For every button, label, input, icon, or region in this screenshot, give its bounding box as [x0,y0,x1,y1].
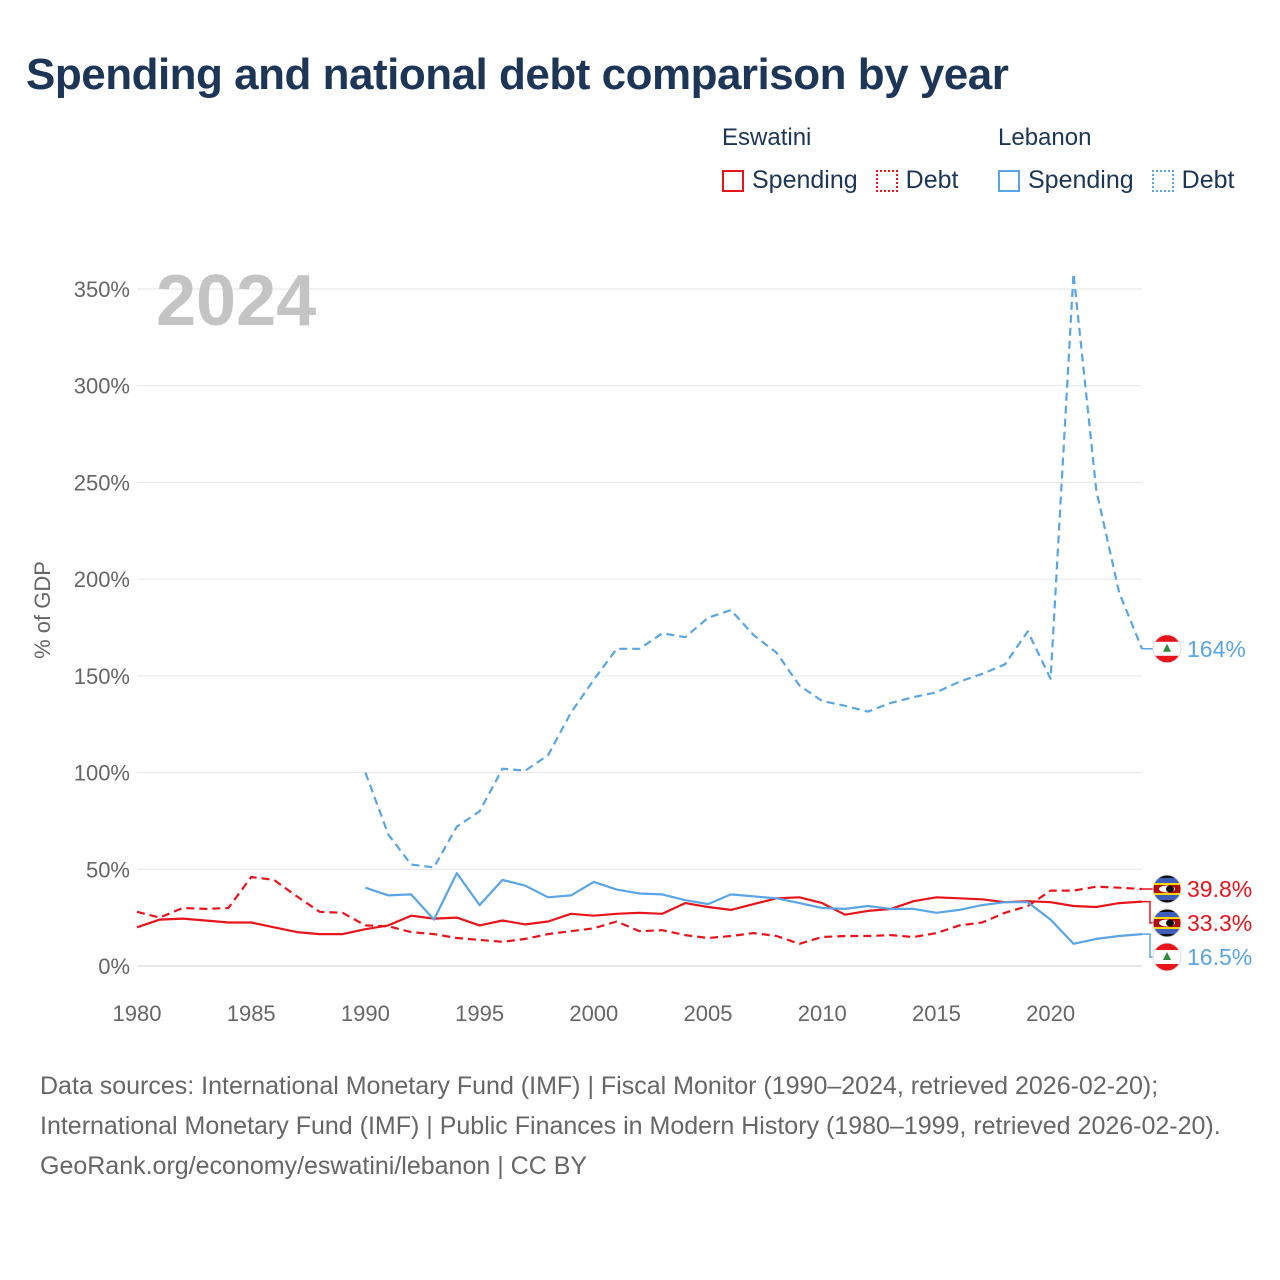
y-tick-label: 250% [74,470,130,495]
legend-country-lebanon: Lebanon [998,124,1092,151]
series-line-lebanon-debt[interactable] [364,272,1144,869]
end-value-label: 39.8% [1187,876,1252,902]
end-value-label: 164% [1187,636,1246,662]
lebanon-flag-icon [1152,942,1182,972]
y-tick-label: 200% [74,567,130,592]
end-label-connector [1142,933,1153,958]
series-line-eswatini-debt[interactable] [136,875,1143,945]
x-tick-label: 2015 [912,1001,961,1026]
legend-label: Debt [1181,166,1235,194]
eswatini-flag-icon [1152,874,1182,904]
credit-link[interactable]: GeoRank.org/economy/eswatini/lebanon | C… [40,1152,588,1180]
legend-eswatini-spending[interactable]: Spending [722,166,858,195]
x-tick-label: 2000 [569,1001,618,1026]
legend-lebanon-spending[interactable]: Spending [998,166,1134,195]
series-line-eswatini-spending[interactable] [136,896,1143,936]
y-tick-label: 150% [74,664,130,689]
legend-label: Spending [1028,166,1134,194]
data-sources: Data sources: International Monetary Fun… [40,1072,1221,1140]
x-tick-label: 2005 [684,1001,733,1026]
y-tick-label: 100% [74,761,130,786]
legend-swatch-solid-blue [998,169,1020,192]
legend-country-eswatini: Eswatini [722,124,812,151]
y-tick-label: 350% [74,277,130,302]
end-label-connector [1142,900,1153,924]
legend-swatch-dotted-blue [1151,169,1174,192]
legend-group-lebanon: Lebanon Spending Debt [998,124,1252,195]
eswatini-flag-icon [1152,908,1182,938]
legend-swatch-solid-red [722,169,744,192]
series-line-lebanon-spending[interactable] [365,872,1143,945]
year-watermark: 2024 [156,261,316,341]
x-tick-label: 1980 [113,1001,162,1026]
legend-eswatini-debt[interactable]: Debt [875,166,959,195]
x-tick-label: 1985 [227,1001,276,1026]
end-value-label: 16.5% [1187,944,1252,970]
legend-group-eswatini: Eswatini Spending Debt [722,124,976,195]
y-tick-label: 300% [74,374,130,399]
end-value-label: 33.3% [1187,910,1252,936]
x-tick-label: 1995 [455,1001,504,1026]
x-tick-label: 2020 [1026,1001,1075,1026]
legend-lebanon-debt[interactable]: Debt [1151,166,1235,195]
x-tick-label: 1990 [341,1001,390,1026]
y-axis-label: % of GDP [30,561,55,659]
y-tick-label: 0% [98,954,130,979]
chart-title: Spending and national debt comparison by… [26,50,1009,99]
footer: Data sources: International Monetary Fun… [40,1066,1240,1186]
y-tick-label: 50% [86,857,130,882]
legend-label: Debt [905,166,959,194]
legend-label: Spending [752,166,858,194]
x-tick-label: 2010 [798,1001,847,1026]
lebanon-flag-icon [1152,634,1182,664]
legend-swatch-dotted-red [875,169,898,192]
